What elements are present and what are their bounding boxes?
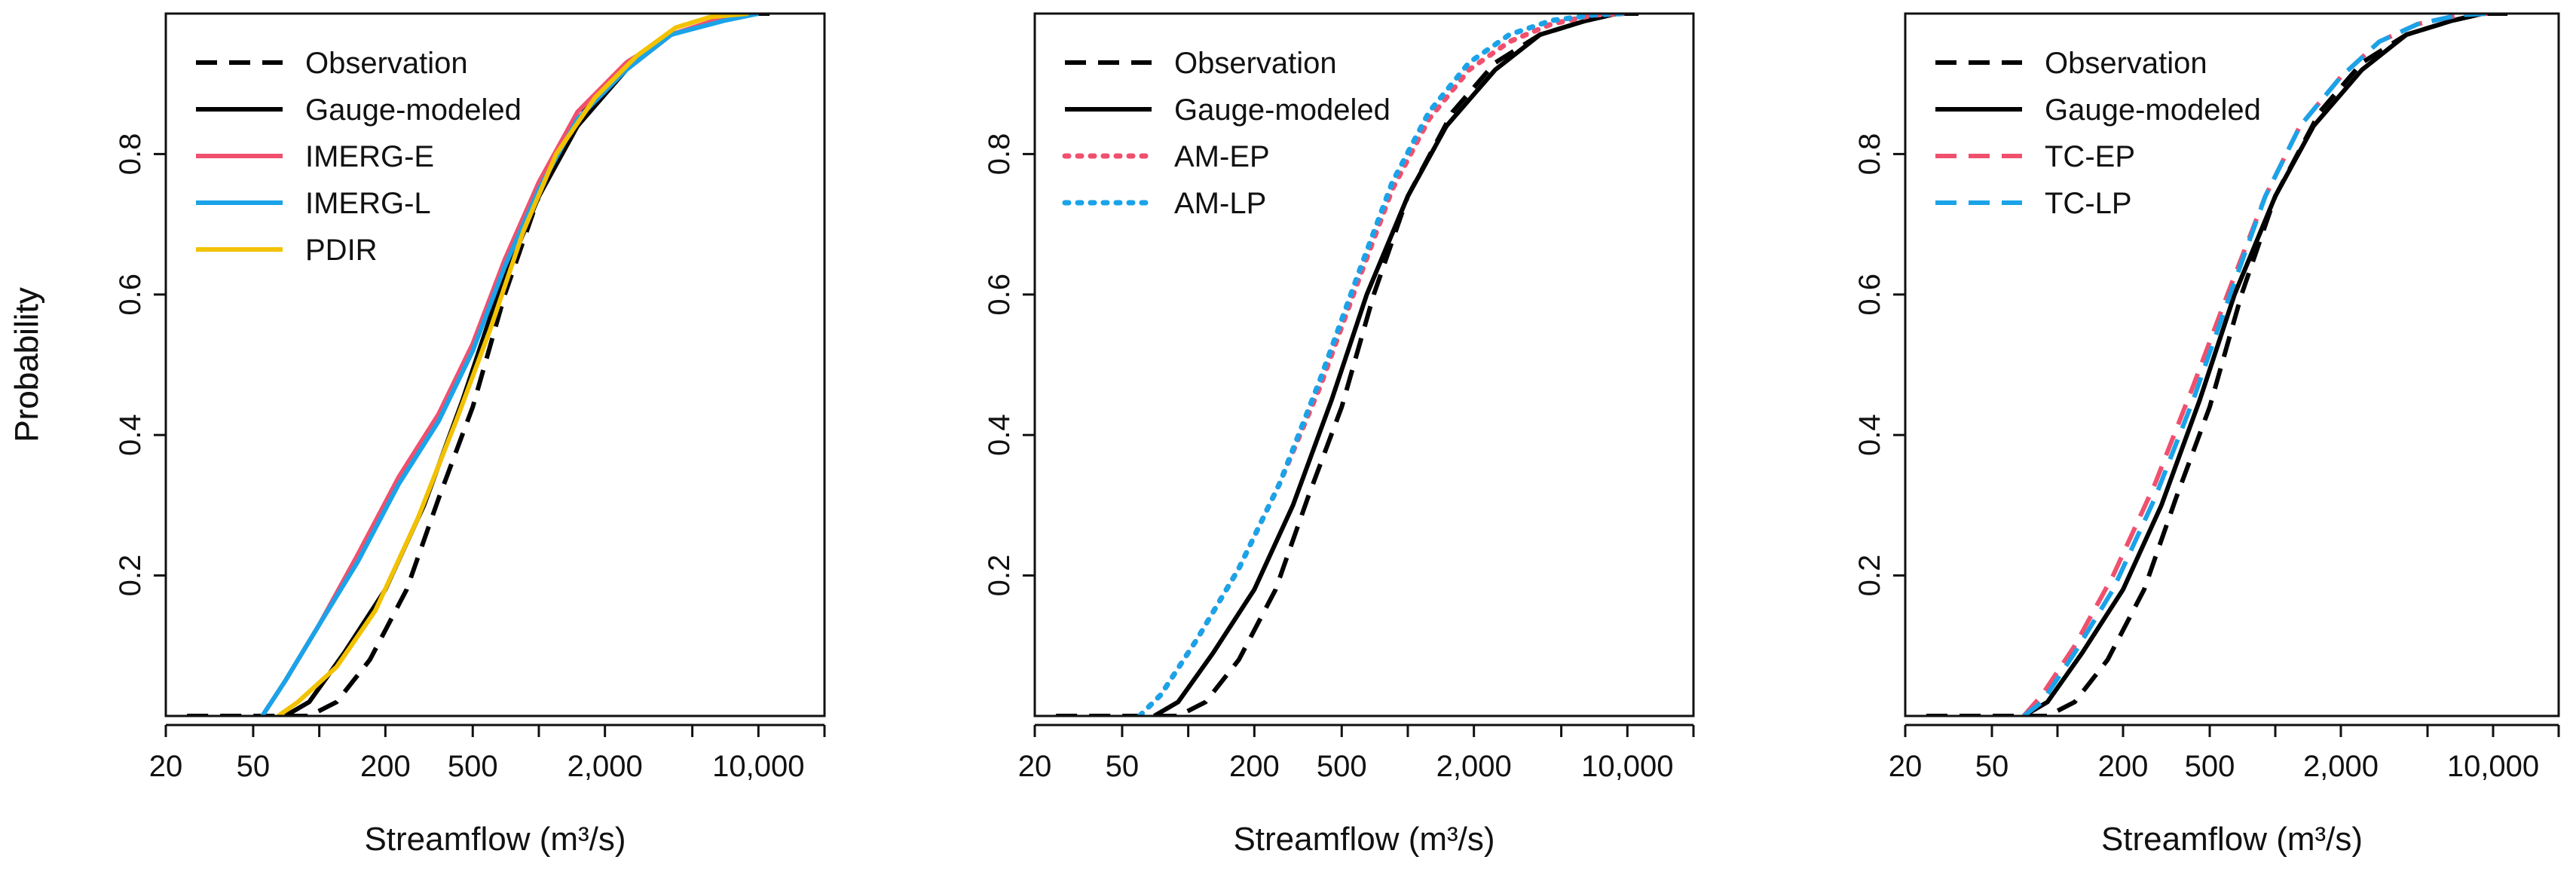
y-axis-label: Probability xyxy=(8,287,45,442)
series-line-imerg-l xyxy=(260,14,759,716)
x-tick-label: 500 xyxy=(2185,750,2235,783)
legend-label: Observation xyxy=(1174,47,1337,80)
x-tick-label: 2,000 xyxy=(2303,750,2379,783)
series-group xyxy=(1926,14,2510,716)
chart-panel-3: 20 50 200 500 2,000 10,000 0.2 0.4 0.6 0.8 Streamf… xyxy=(8,12,2560,858)
y-tick-label: 0.6 xyxy=(114,274,147,316)
series-group xyxy=(187,14,776,716)
y-tick-label: 0.4 xyxy=(114,414,147,456)
legend-label: AM-EP xyxy=(1174,140,1270,173)
series-line-pdir xyxy=(277,14,749,716)
x-tick-label: 20 xyxy=(1889,750,1923,783)
series-line-tc-lp xyxy=(2022,14,2489,716)
legend-label: Gauge-modeled xyxy=(2045,93,2261,127)
legend-label: IMERG-E xyxy=(305,140,434,173)
x-tick-label: 500 xyxy=(1317,750,1367,783)
x-tick-label: 20 xyxy=(1018,750,1052,783)
x-tick-label: 50 xyxy=(1106,750,1140,783)
x-tick-label: 500 xyxy=(448,750,498,783)
x-tick-label: 50 xyxy=(1975,750,2009,783)
legend-label: Gauge-modeled xyxy=(305,93,522,127)
series-line-am-ep xyxy=(1137,14,1626,716)
x-tick-label: 200 xyxy=(1229,750,1280,783)
series-line-gauge-modeled xyxy=(2022,14,2484,716)
chart-panel-1: 20 50 200 500 2,000 10,000 0.2 0.4 0.6 0.8 Streamf… xyxy=(8,12,826,858)
legend-label: TC-LP xyxy=(2045,187,2132,220)
legend: Observation Gauge-modeled AM-EP AM-LP xyxy=(1062,47,1390,220)
series-line-gauge-modeled xyxy=(1152,14,1618,716)
legend-label: PDIR xyxy=(305,234,378,267)
x-tick-label: 200 xyxy=(2098,750,2149,783)
y-tick-label: 0.8 xyxy=(983,133,1016,176)
legend-label: Observation xyxy=(305,47,468,80)
plot-frame xyxy=(1904,12,2560,717)
legend-label: Gauge-modeled xyxy=(1174,93,1390,127)
series-group xyxy=(1056,14,1645,716)
y-tick-label: 0.2 xyxy=(1853,555,1886,597)
y-tick-label: 0.4 xyxy=(983,414,1016,456)
series-line-am-lp xyxy=(1137,14,1626,716)
x-axis-label: Streamflow (m³/s) xyxy=(1233,821,1495,858)
x-axis-label: Streamflow (m³/s) xyxy=(364,821,626,858)
x-tick-label: 10,000 xyxy=(712,750,804,783)
y-tick-label: 0.2 xyxy=(983,555,1016,597)
chart-panel-2: 20 50 200 500 2,000 10,000 0.2 0.4 0.6 0.8 Streamf… xyxy=(8,12,1695,858)
y-tick-label: 0.4 xyxy=(1853,414,1886,456)
legend-label: IMERG-L xyxy=(305,187,431,220)
x-axis-label: Streamflow (m³/s) xyxy=(2101,821,2363,858)
x-tick-label: 10,000 xyxy=(2447,750,2539,783)
y-axis-label: Probability xyxy=(8,287,45,442)
y-tick-label: 0.8 xyxy=(114,133,147,176)
y-axis-label: Probability xyxy=(8,287,45,442)
x-tick-label: 50 xyxy=(237,750,271,783)
x-tick-label: 2,000 xyxy=(568,750,643,783)
plot-frame xyxy=(1033,12,1695,717)
legend: Observation Gauge-modeled TC-EP TC-LP xyxy=(1935,47,2261,220)
x-tick-label: 200 xyxy=(360,750,411,783)
x-tick-label: 2,000 xyxy=(1436,750,1512,783)
legend-label: TC-EP xyxy=(2045,140,2135,173)
x-tick-label: 10,000 xyxy=(1581,750,1673,783)
x-tick-label: 20 xyxy=(149,750,183,783)
y-tick-label: 0.2 xyxy=(114,555,147,597)
plot-frame xyxy=(164,12,826,717)
legend: Observation Gauge-modeled IMERG-E IMERG-L PD… xyxy=(196,47,522,267)
y-tick-label: 0.8 xyxy=(1853,133,1886,176)
y-tick-label: 0.6 xyxy=(1853,274,1886,316)
y-tick-label: 0.6 xyxy=(983,274,1016,316)
legend-label: AM-LP xyxy=(1174,187,1266,220)
legend-label: Observation xyxy=(2045,47,2207,80)
